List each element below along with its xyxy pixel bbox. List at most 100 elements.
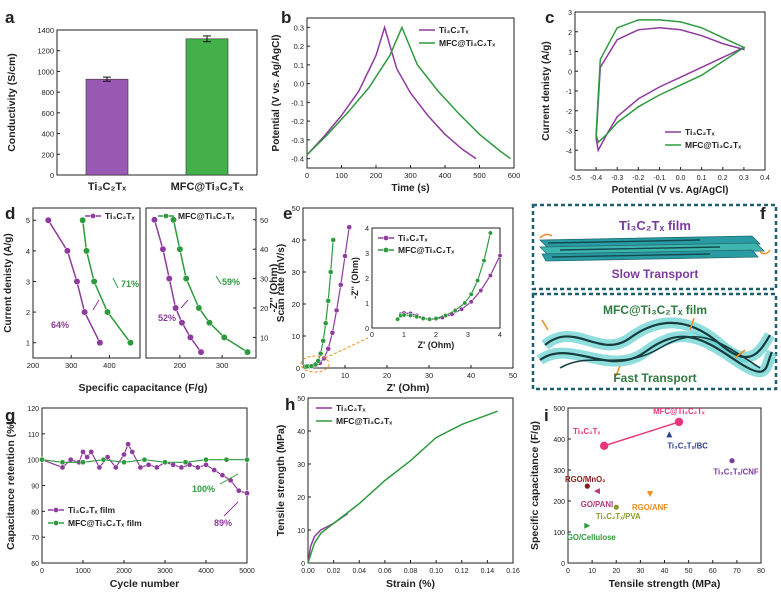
- data-point: [63, 247, 71, 255]
- data-point: [584, 522, 591, 529]
- data-point: [211, 467, 218, 473]
- data-point: [79, 216, 87, 224]
- y-tick-label: 100: [553, 530, 565, 537]
- data-point: [126, 339, 134, 347]
- inset-x-axis-label: Z' (Ohm): [418, 340, 455, 350]
- y-tick-label: -0.2: [291, 117, 304, 126]
- data-point: [59, 464, 66, 471]
- legend-label: MFC@Ti₃C₂Tₓ: [398, 245, 455, 255]
- data-point: [197, 348, 205, 356]
- category-label: Ti₃C₂Tₓ: [88, 181, 127, 193]
- inset-x-tick-label: 3: [466, 332, 470, 339]
- y-tick-label: 0: [561, 561, 565, 568]
- y-tick-label: 0.1: [294, 61, 304, 70]
- data-point: [325, 298, 331, 304]
- x-tick-label: 300: [216, 361, 229, 370]
- data-point: [220, 333, 228, 341]
- annotation-arrow: [223, 501, 239, 517]
- data-point: [182, 459, 189, 466]
- series-line-1: [595, 19, 746, 144]
- point-label: Ti₃C₂Tₓ/CNF: [713, 468, 759, 477]
- panel-label-h: h: [285, 395, 295, 414]
- legend-label: MFC@Ti₃C₂Tₓ film: [68, 518, 142, 528]
- chart-a: 0 200 400 600 800 1000 1200 1400 Conductivity (S…: [6, 26, 258, 193]
- data-point: [320, 338, 326, 344]
- plot-frame: [41, 407, 248, 564]
- y-tick-label: -2: [566, 109, 572, 116]
- chart-h: 0.00 0.02 0.04 0.06 0.08 0.10 0.12 0.14 0.16 0 10 2…: [275, 396, 520, 590]
- schematic-top-caption: Slow Transport: [612, 267, 699, 281]
- data-point: [244, 456, 250, 463]
- y-axis-label: -Z'' (Ohm): [268, 264, 280, 313]
- inset-data-point: [459, 306, 465, 312]
- x-tick-label: 40: [661, 568, 669, 575]
- x-tick-label: 400: [439, 171, 452, 180]
- inset-data-point: [462, 300, 468, 306]
- y-tick-label: -0.4: [291, 155, 304, 164]
- bar-0: [85, 78, 129, 176]
- inset-data-point: [475, 278, 481, 283]
- schematic-bottom-frame: [531, 292, 778, 391]
- y-axis-label: Current denisty (A/g): [541, 41, 552, 140]
- x-tick-label: 0: [40, 568, 44, 575]
- y-tick-label: 5: [26, 216, 30, 225]
- y-tick-label: 30: [292, 268, 300, 277]
- data-point: [59, 459, 66, 466]
- inset-x-tick-label: 1: [402, 332, 406, 339]
- y-tick-label: 0.3: [294, 23, 304, 32]
- x-tick-label: -0.5: [569, 175, 581, 182]
- x-tick-label: 0.00: [301, 568, 315, 575]
- chart-b: 0 100 200 300 400 500 600 -0.4 -0.3 -0.2 -0.1 0.0 0.…: [271, 17, 521, 194]
- data-point: [674, 417, 684, 427]
- data-point: [194, 464, 201, 471]
- x-tick-label: -0.3: [611, 175, 623, 182]
- x-tick-label: 4000: [198, 568, 214, 575]
- data-point: [80, 459, 86, 466]
- y-tick-label: 50: [292, 204, 300, 213]
- annotation: 71%: [121, 279, 139, 289]
- inset-data-point: [452, 308, 458, 313]
- point-label: RGO/MnO₂: [565, 475, 606, 484]
- x-tick-label: 0: [301, 371, 305, 380]
- inset-y-tick-label: 2: [365, 276, 369, 283]
- legend-label: Ti₃C₂Tₓ: [439, 25, 469, 35]
- inset-y-axis-label: -Z'' (Ohm): [350, 257, 360, 299]
- y-tick-label: -1: [566, 89, 572, 96]
- data-point: [330, 237, 336, 243]
- inset-data-point: [468, 299, 474, 305]
- category-label: MFC@Ti₃C₂Tₓ: [171, 181, 245, 193]
- legend-marker: [53, 507, 59, 513]
- x-tick-label: 60: [709, 568, 717, 575]
- data-point: [125, 441, 131, 448]
- data-point: [325, 346, 331, 352]
- annotation-arrow: [219, 473, 239, 485]
- annotation: 100%: [192, 484, 215, 494]
- data-point: [647, 491, 654, 498]
- series-line-0: [306, 24, 477, 160]
- data-point: [83, 247, 90, 255]
- x-tick-label: 10: [588, 568, 596, 575]
- x-tick-label: 0.02: [327, 568, 341, 575]
- panel-label-d: d: [5, 204, 15, 223]
- highlight-line: [603, 421, 680, 447]
- annotation: 64%: [51, 320, 69, 330]
- y-tick-label: 1400: [37, 26, 54, 35]
- plot-frame: [145, 207, 257, 359]
- legend-marker: [383, 247, 389, 253]
- x-tick-label: 300: [404, 171, 417, 180]
- annotation: 89%: [214, 518, 232, 528]
- x-tick-label: 600: [508, 171, 521, 180]
- legend-label: Ti₃C₂Tₓ: [105, 211, 135, 221]
- point-label: Ti₃C₂Tₓ/BC: [667, 441, 708, 450]
- data-point: [206, 319, 213, 327]
- x-tick-label: 0: [566, 568, 570, 575]
- data-point: [90, 278, 98, 285]
- y-tick-label: 2: [568, 30, 572, 37]
- x-tick-label: 0.1: [697, 175, 707, 182]
- stacked-film-illustration: [539, 233, 771, 262]
- inset-data-point: [414, 314, 420, 320]
- data-point: [593, 488, 600, 495]
- x-tick-label: 2000: [116, 568, 132, 575]
- plot-frame: [32, 207, 141, 359]
